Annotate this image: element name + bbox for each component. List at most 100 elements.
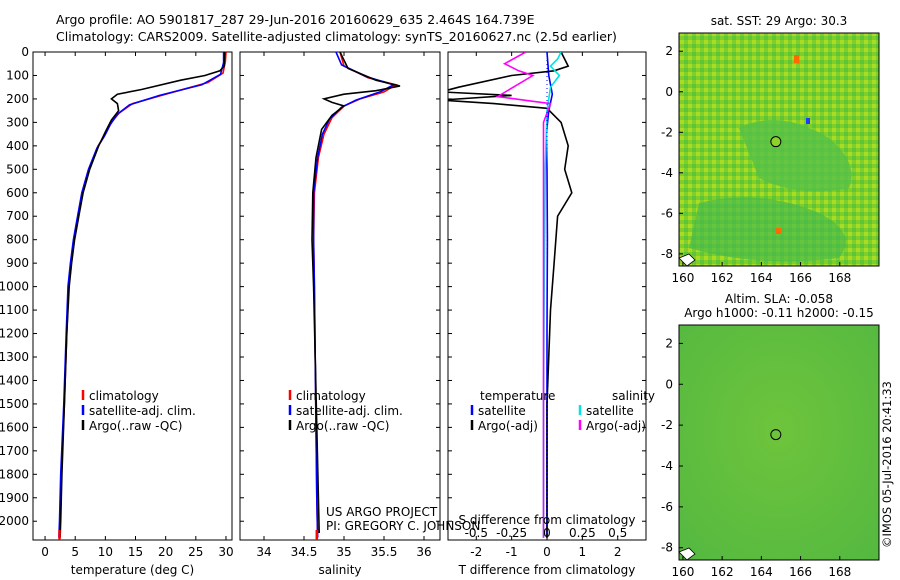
salinity-xtick-label: 36 (416, 545, 431, 559)
sla-map-ytick-label: -4 (661, 459, 673, 473)
difference-panel: -2 -1 0 1 2 T difference from climatology S di… (447, 51, 655, 577)
sla-map-ytick-label: -8 (661, 541, 673, 555)
temperature-ytick-label: 1600 (0, 420, 29, 434)
difference-legend-label: satellite (478, 404, 526, 418)
temperature-xtick-label: 10 (98, 545, 113, 559)
sla-map-xtick-label: 168 (828, 565, 851, 579)
difference-xtick-label: 0 (543, 545, 551, 559)
sla-map-argo-marker (770, 429, 782, 441)
difference-salinity-tick-label: 0.25 (569, 526, 596, 540)
sst-map-xtick-label: 164 (750, 271, 773, 285)
salinity-series-2 (311, 52, 401, 534)
difference-xtick-label: -2 (470, 545, 482, 559)
temperature-series-2 (59, 52, 226, 538)
sst-map-ytick-label: -4 (661, 166, 673, 180)
temperature-series-0 (58, 52, 227, 538)
temperature-xlabel: temperature (deg C) (71, 563, 194, 577)
salinity-xtick-label: 35.5 (371, 545, 398, 559)
salinity-xtick-label: 35 (336, 545, 351, 559)
salinity-xtick-label: 34.5 (291, 545, 318, 559)
temperature-series-1 (58, 52, 225, 538)
temperature-ytick-label: 0 (21, 45, 29, 59)
difference-xtick-label: 2 (614, 545, 622, 559)
temperature-ytick-label: 400 (6, 139, 29, 153)
temperature-ytick-label: 600 (6, 186, 29, 200)
sst-map-frame (678, 32, 880, 267)
difference-legend-label: satellite (586, 404, 634, 418)
difference-salinity-tick-label: 0.5 (608, 526, 627, 540)
sla-map-xtick-label: 166 (789, 565, 812, 579)
temperature-frame (32, 51, 233, 541)
temperature-ytick-label: 1700 (0, 444, 29, 458)
temperature-legend-label: Argo(..raw -QC) (89, 419, 182, 433)
difference-legend-title-salinity: salinity (612, 389, 655, 403)
sst-map-ytick-label: 2 (665, 44, 673, 58)
sst-map-xtick-label: 168 (828, 271, 851, 285)
temperature-ytick-label: 1400 (0, 373, 29, 387)
difference-legend-label: Argo(-adj) (478, 419, 538, 433)
salinity-frame (239, 51, 441, 541)
sst-map-ytick-label: -2 (661, 125, 673, 139)
difference-salinity-tick-label: -0.5 (465, 526, 488, 540)
salinity-legend-label: satellite-adj. clim. (296, 404, 403, 418)
sla-map-field (679, 325, 879, 560)
project-credit: US ARGO PROJECT (326, 505, 438, 519)
sla-map-xtick-label: 162 (711, 565, 734, 579)
temperature-ytick-label: 300 (6, 115, 29, 129)
salinity-xtick-label: 34 (256, 545, 271, 559)
sst-map-cool-patch (739, 120, 852, 192)
sst-map-cool-patch-south (689, 197, 846, 262)
temperature-xtick-label: 5 (71, 545, 79, 559)
sla-map-ytick-label: 2 (665, 336, 673, 350)
temperature-ytick-label: 1900 (0, 491, 29, 505)
temperature-ytick-label: 1500 (0, 397, 29, 411)
header-line-1: Argo profile: AO 5901817_287 29-Jun-2016… (56, 12, 535, 27)
temperature-ytick-label: 500 (6, 162, 29, 176)
temperature-xtick-label: 0 (41, 545, 49, 559)
temperature-ytick-label: 100 (6, 68, 29, 82)
difference-xlabel-top: S difference from climatology (459, 513, 636, 527)
temperature-ytick-label: 800 (6, 233, 29, 247)
sst-map-cold-pixel (806, 118, 810, 124)
temperature-ytick-label: 900 (6, 256, 29, 270)
temperature-legend-label: climatology (89, 389, 159, 403)
pi-credit: PI: GREGORY C. JOHNSON (326, 519, 481, 533)
sla-map-xtick-label: 164 (750, 565, 773, 579)
imos-timestamp: ©IMOS 05-Jul-2016 20:41:33 (880, 381, 894, 548)
sla-map-ytick-label: -6 (661, 500, 673, 514)
salinity-legend-label: climatology (296, 389, 366, 403)
sst-map-argo-marker (770, 136, 782, 148)
difference-xtick-label: -1 (506, 545, 518, 559)
sla-map-title: Altim. SLA: -0.058 (725, 292, 833, 306)
difference-xtick-label: 1 (579, 545, 587, 559)
sst-map-title: sat. SST: 29 Argo: 30.3 (711, 14, 848, 28)
temperature-ytick-label: 700 (6, 209, 29, 223)
sla-map-subtitle: Argo h1000: -0.11 h2000: -0.15 (684, 306, 874, 320)
sst-map-warm-pixel (794, 55, 799, 63)
sst-map-ytick-label: 0 (665, 85, 673, 99)
temperature-ytick-label: 2000 (0, 514, 29, 528)
sla-map-frame (678, 324, 880, 561)
temperature-ytick-label: 200 (6, 92, 29, 106)
sst-map-panel: 160 162 164 166 168 2 0 -2 -4 -6 -8 sat. SST: 29 Ar… (661, 14, 880, 285)
sst-map-ytick-label: -6 (661, 206, 673, 220)
difference-salinity-tick-label: 0 (543, 526, 551, 540)
difference-salinity-tick-label: -0.25 (496, 526, 527, 540)
sst-map-xtick-label: 166 (789, 271, 812, 285)
temperature-ytick-label: 1800 (0, 467, 29, 481)
salinity-legend-label: Argo(..raw -QC) (296, 419, 389, 433)
temperature-xtick-label: 15 (128, 545, 143, 559)
sla-map-ytick-label: -2 (661, 418, 673, 432)
sst-map-warm-pixel-south (776, 228, 781, 234)
difference-xlabel: T difference from climatology (458, 563, 636, 577)
temperature-ytick-label: 1200 (0, 327, 29, 341)
temperature-ytick-label: 1300 (0, 350, 29, 364)
sla-map-coastline (678, 547, 696, 561)
temperature-legend-label: satellite-adj. clim. (89, 404, 196, 418)
salinity-xlabel: salinity (318, 563, 361, 577)
sst-map-xtick-label: 160 (671, 271, 694, 285)
temperature-xtick-label: 30 (218, 545, 233, 559)
sla-map-ytick-label: 0 (665, 377, 673, 391)
temperature-ytick-label: 1100 (0, 303, 29, 317)
